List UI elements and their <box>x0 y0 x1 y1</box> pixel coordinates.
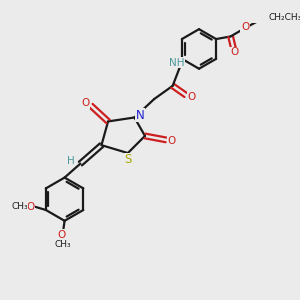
Text: O: O <box>168 136 176 146</box>
Text: O: O <box>188 92 196 102</box>
Text: O: O <box>82 98 90 108</box>
Text: H: H <box>67 156 75 166</box>
Text: NH: NH <box>169 58 184 68</box>
Text: S: S <box>124 153 131 167</box>
Text: O: O <box>27 202 35 212</box>
Text: O: O <box>230 47 238 57</box>
Text: CH₃: CH₃ <box>11 202 28 211</box>
Text: O: O <box>241 22 249 32</box>
Text: CH₂CH₃: CH₂CH₃ <box>268 13 300 22</box>
Text: O: O <box>58 230 66 240</box>
Text: N: N <box>136 109 145 122</box>
Text: CH₃: CH₃ <box>54 240 71 249</box>
